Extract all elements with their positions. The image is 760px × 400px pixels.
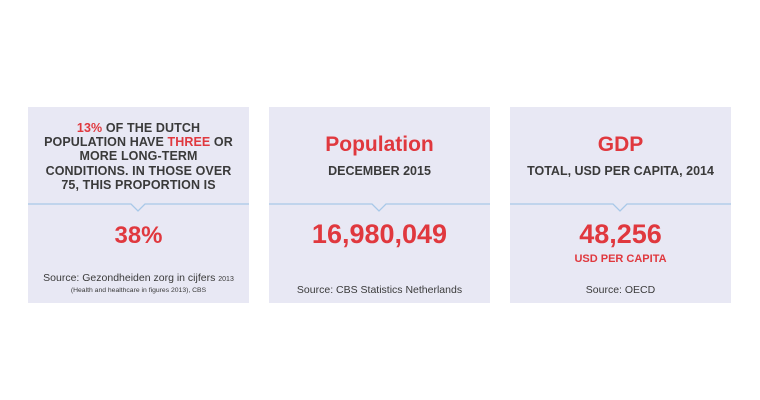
stat-value: 16,980,049 — [311, 219, 448, 249]
card-description: 13% OF THE DUTCH POPULATION HAVE THREE O… — [44, 121, 233, 192]
stat-value: 48,256 — [579, 219, 662, 249]
three-highlight: THREE — [167, 135, 211, 150]
stat-card-long-term-conditions: 13% OF THE DUTCH POPULATION HAVE THREE O… — [28, 107, 249, 303]
source-main: Source: Gezondheiden zorg in cijfers — [43, 272, 216, 284]
card-subtitle: DECEMBER 2015 — [328, 164, 431, 178]
source-text: Source: CBS Statistics Netherlands — [296, 284, 463, 296]
stat-card-gdp: GDP TOTAL, USD PER CAPITA, 2014 48,256 U… — [510, 107, 731, 303]
source-text: Source: OECD — [585, 284, 656, 296]
card-subtitle: TOTAL, USD PER CAPITA, 2014 — [527, 164, 714, 178]
source-year: 2013 — [218, 276, 234, 283]
divider-pointer — [28, 203, 249, 212]
source-text: Source: Gezondheiden zorg in cijfers 201… — [28, 272, 249, 286]
stat-unit: USD PER CAPITA — [574, 253, 667, 265]
stat-value: 38% — [114, 222, 163, 249]
description-text-end: OR MORE LONG-TERM CONDITIONS. IN THOSE O… — [45, 135, 233, 192]
divider-pointer — [269, 203, 490, 212]
card-title: Population — [325, 133, 434, 156]
divider-pointer — [510, 203, 731, 212]
source-subtext: (Health and healthcare in figures 2013),… — [70, 287, 207, 294]
description-text: OF THE DUTCH POPULATION HAVE — [44, 121, 201, 150]
card-title: GDP — [597, 133, 644, 156]
percent-highlight: 13% — [76, 121, 103, 135]
stat-card-population: Population DECEMBER 2015 16,980,049 Sour… — [269, 107, 490, 303]
